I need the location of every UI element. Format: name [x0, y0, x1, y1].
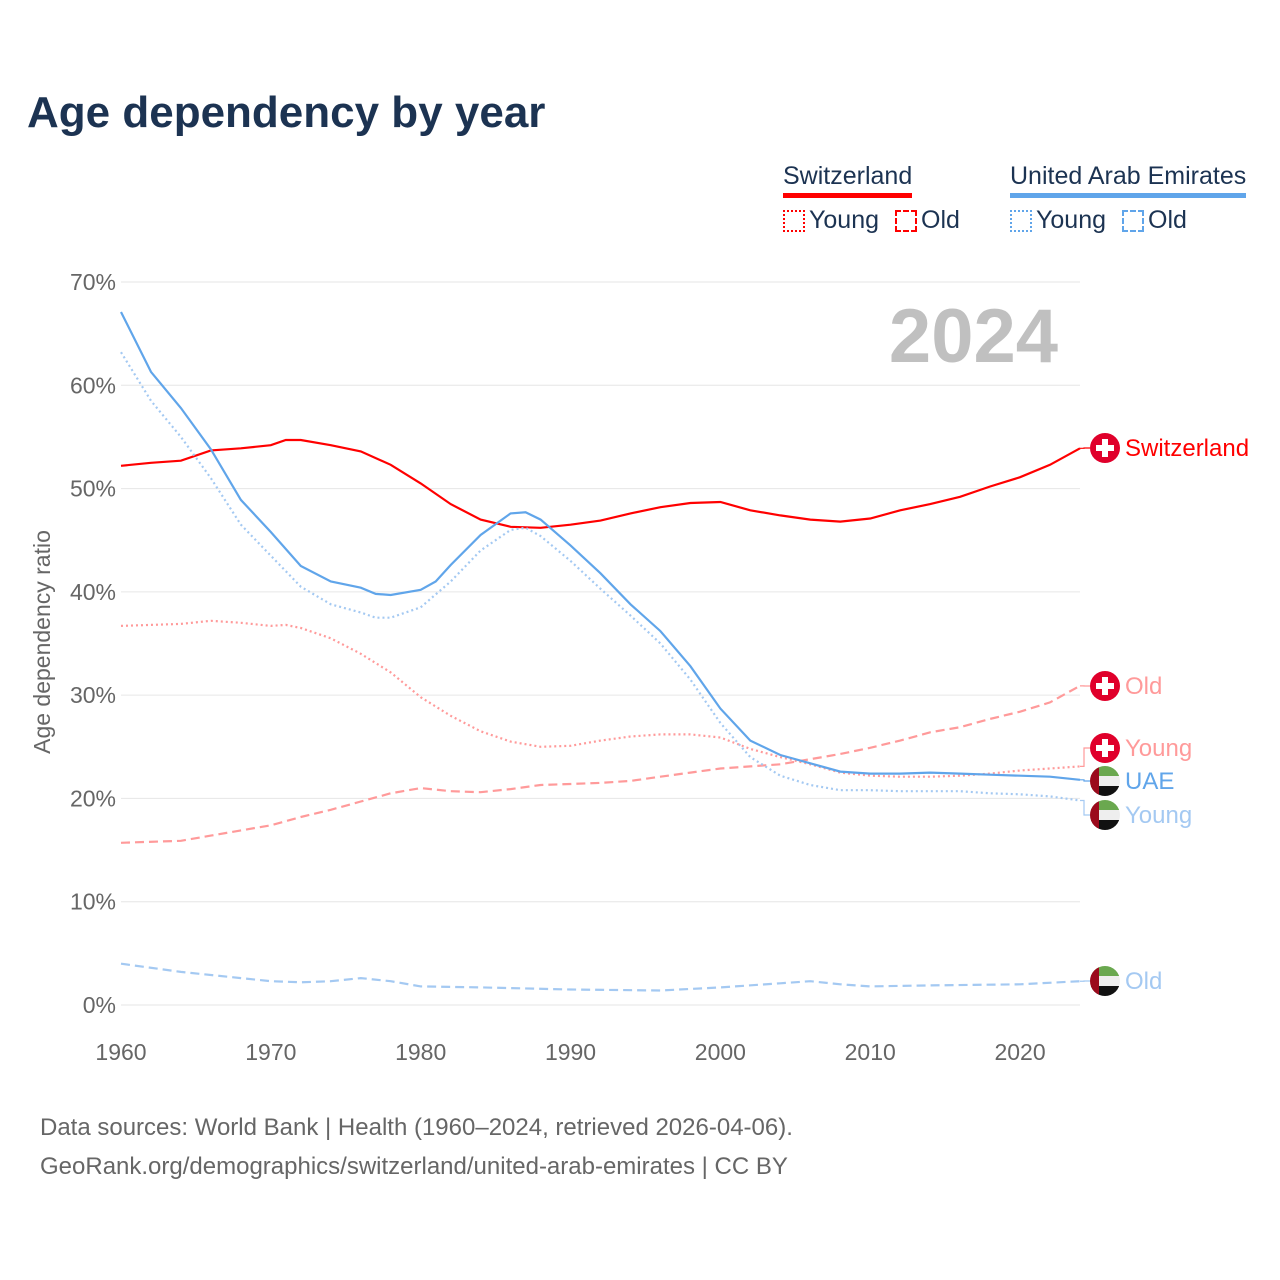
flag-white: [1090, 776, 1120, 786]
switzerland-flag-icon: [1090, 671, 1120, 701]
dotted-swatch-icon: [783, 209, 805, 232]
legend-country-uae: United Arab Emirates: [1010, 162, 1247, 198]
y-tick-label: 70%: [70, 269, 116, 295]
label-connector: [1080, 747, 1090, 768]
y-tick-label: 50%: [70, 476, 116, 502]
end-label: Old: [1125, 673, 1162, 700]
flag-green: [1090, 800, 1120, 810]
legend-label: Old: [1148, 206, 1187, 234]
y-tick-label: 0%: [83, 992, 116, 1018]
flag-green: [1090, 766, 1120, 776]
uae-flag-icon: [1090, 766, 1120, 796]
x-tick-label: 2020: [994, 1039, 1045, 1065]
year-watermark: 2024: [889, 294, 1058, 379]
legend-country-switzerland: Switzerland: [783, 162, 913, 198]
switzerland-flag-icon: [1090, 433, 1120, 463]
chart-title: Age dependency by year: [27, 88, 546, 137]
dashed-swatch-icon: [1122, 209, 1144, 232]
legend-label: Young: [1036, 206, 1106, 234]
series-line-united-arab-emirates-old: [120, 962, 1081, 992]
legend-item-uae-young: Young: [1010, 206, 1106, 235]
x-tick-label: 1980: [395, 1039, 446, 1065]
end-label: UAE: [1125, 768, 1174, 795]
legend-label: Young: [809, 206, 879, 234]
y-tick-label: 10%: [70, 889, 116, 915]
legend-item-uae-old: Old: [1122, 206, 1187, 235]
series-line-switzerland-young: [120, 619, 1081, 778]
legend-item-switzerland-young: Young: [783, 206, 879, 235]
flag-black: [1090, 986, 1120, 996]
flag-red: [1090, 766, 1099, 796]
y-tick-label: 30%: [70, 682, 116, 708]
flag-white: [1090, 976, 1120, 986]
end-label: Switzerland: [1125, 435, 1249, 462]
label-connector: [1080, 799, 1090, 816]
legend-switzerland: Switzerland Young Old: [783, 162, 960, 235]
legend-label: Old: [921, 206, 960, 234]
flag-red: [1090, 966, 1099, 996]
y-tick-label: 20%: [70, 785, 116, 811]
end-label: Old: [1125, 968, 1162, 995]
flag-body: [1090, 966, 1120, 996]
y-axis-label: Age dependency ratio: [29, 530, 55, 754]
series-line-switzerland: [120, 438, 1081, 529]
dotted-swatch-icon: [1010, 209, 1032, 232]
end-label: Young: [1125, 735, 1192, 762]
x-tick-label: 2000: [695, 1039, 746, 1065]
flag-cross: [1096, 745, 1114, 751]
label-connector: [1080, 779, 1090, 782]
legend-uae: United Arab Emirates Young Old: [1010, 162, 1247, 235]
flag-cross: [1096, 445, 1114, 451]
flag-black: [1090, 820, 1120, 830]
flag-body: [1090, 800, 1120, 830]
series-line-united-arab-emirates: [120, 311, 1081, 781]
flag-cross: [1096, 683, 1114, 689]
end-label: Young: [1125, 802, 1192, 829]
series-line-switzerland-old: [120, 684, 1081, 844]
flag-black: [1090, 786, 1120, 796]
flag-green: [1090, 966, 1120, 976]
flag-red: [1090, 800, 1099, 830]
flag-body: [1090, 766, 1120, 796]
uae-flag-icon: [1090, 966, 1120, 996]
footer-sources: Data sources: World Bank | Health (1960–…: [40, 1114, 793, 1141]
x-tick-label: 2010: [845, 1039, 896, 1065]
x-tick-label: 1990: [545, 1039, 596, 1065]
flag-white: [1090, 810, 1120, 820]
x-tick-label: 1960: [95, 1039, 146, 1065]
y-tick-label: 40%: [70, 579, 116, 605]
legend-item-switzerland-old: Old: [895, 206, 960, 235]
x-tick-label: 1970: [245, 1039, 296, 1065]
dashed-swatch-icon: [895, 209, 917, 232]
uae-flag-icon: [1090, 800, 1120, 830]
switzerland-flag-icon: [1090, 733, 1120, 763]
series-line-united-arab-emirates-young: [120, 351, 1081, 802]
footer: Data sources: World Bank | Health (1960–…: [40, 1108, 793, 1186]
footer-attribution: GeoRank.org/demographics/switzerland/uni…: [40, 1153, 788, 1180]
y-tick-label: 60%: [70, 372, 116, 398]
